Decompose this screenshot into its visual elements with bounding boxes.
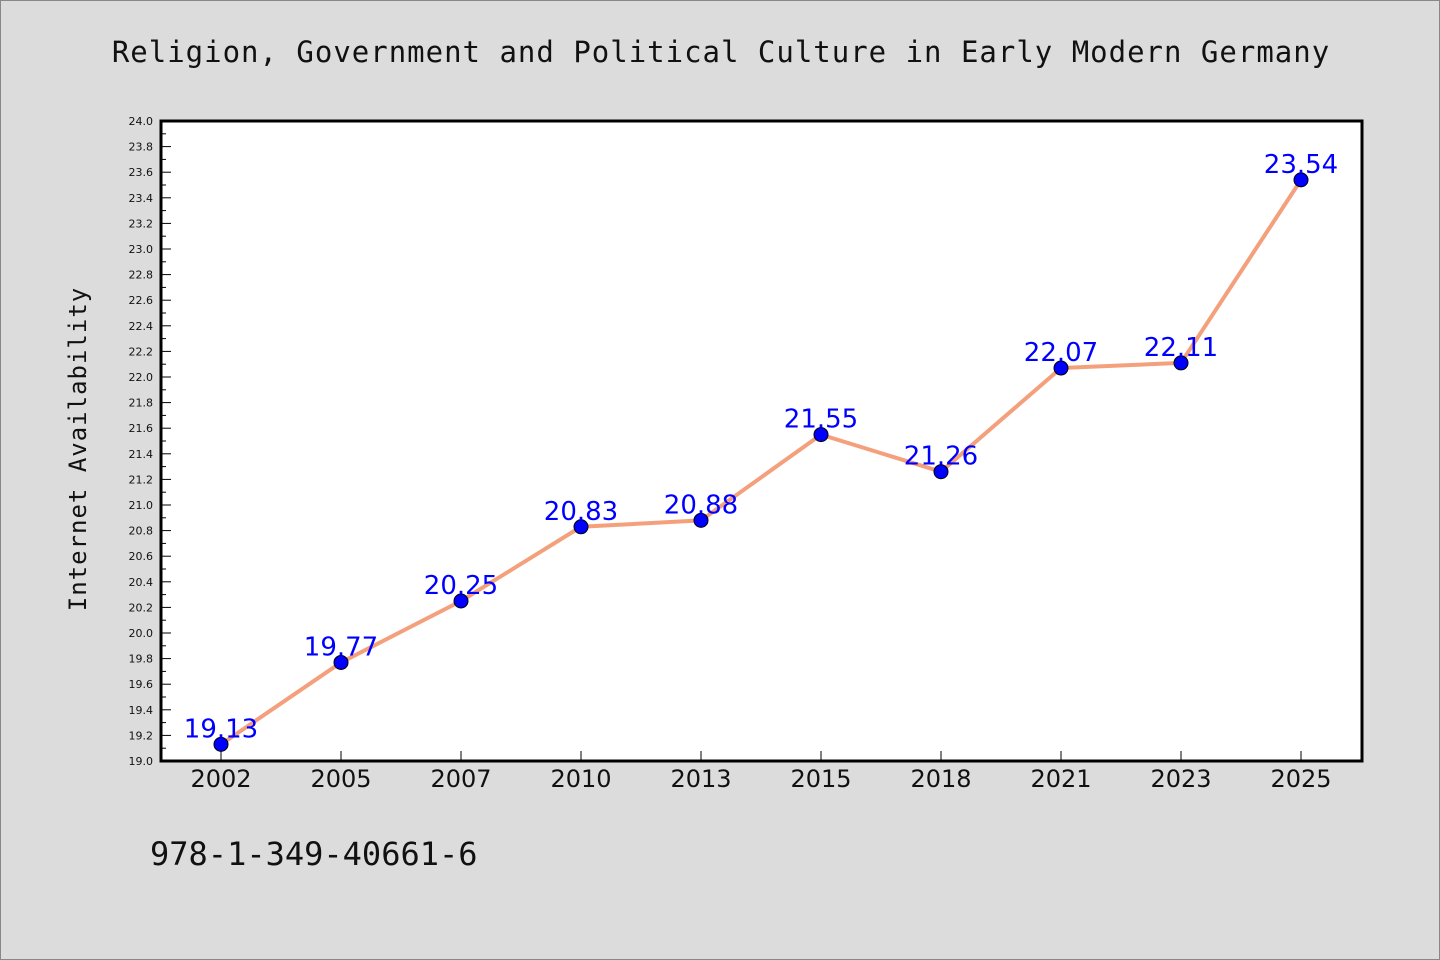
y-tick-label: 24.0 bbox=[129, 115, 154, 128]
x-axis-ticks: 2002 2005 2007 2010 2013 2015 2018 2021 2023 2025 bbox=[190, 751, 1332, 793]
y-tick-label: 23.6 bbox=[129, 166, 154, 179]
x-tick-label: 2007 bbox=[430, 765, 491, 793]
series-group bbox=[213, 172, 1309, 752]
y-tick-label: 22.4 bbox=[129, 320, 154, 333]
x-tick-label: 2005 bbox=[310, 765, 371, 793]
y-tick-label: 19.0 bbox=[129, 755, 154, 768]
x-tick-label: 2023 bbox=[1150, 765, 1211, 793]
data-label: 23.54 bbox=[1264, 150, 1338, 180]
y-tick-label: 23.8 bbox=[129, 141, 154, 154]
data-point bbox=[573, 519, 589, 535]
data-point bbox=[813, 427, 829, 443]
y-tick-label: 19.4 bbox=[129, 704, 154, 717]
series-line bbox=[219, 178, 1303, 747]
y-tick-label: 21.2 bbox=[129, 473, 154, 486]
y-tick-label: 22.8 bbox=[129, 269, 154, 282]
data-label: 22.07 bbox=[1024, 338, 1098, 368]
y-tick-label: 19.8 bbox=[129, 653, 154, 666]
data-label: 21.26 bbox=[904, 442, 978, 472]
y-tick-label: 20.6 bbox=[129, 550, 154, 563]
y-tick-label: 21.4 bbox=[129, 448, 154, 461]
data-point bbox=[453, 593, 469, 609]
data-point bbox=[933, 464, 949, 480]
y-tick-label: 22.0 bbox=[129, 371, 154, 384]
data-point bbox=[1293, 172, 1309, 188]
y-tick-label: 20.2 bbox=[129, 601, 154, 614]
data-label: 20.83 bbox=[544, 497, 618, 527]
y-tick-label: 21.8 bbox=[129, 397, 154, 410]
chart-title: Religion, Government and Political Cultu… bbox=[111, 35, 1331, 69]
data-point bbox=[1053, 360, 1069, 376]
data-point bbox=[693, 512, 709, 528]
data-label: 20.25 bbox=[424, 571, 498, 601]
x-tick-label: 2015 bbox=[790, 765, 851, 793]
y-axis-ticks: 19.0 19.2 19.4 19.6 19.8 20.0 20.2 20.4 20.6 20.8… bbox=[129, 115, 171, 768]
y-tick-label: 20.0 bbox=[129, 627, 154, 640]
y-tick-label: 19.6 bbox=[129, 678, 154, 691]
isbn-text: 978-1-349-40661-6 bbox=[150, 835, 478, 873]
y-tick-label: 22.2 bbox=[129, 345, 154, 358]
y-tick-label: 22.6 bbox=[129, 294, 154, 307]
y-tick-label: 20.4 bbox=[129, 576, 154, 589]
plot-frame bbox=[159, 119, 1364, 763]
y-tick-label: 20.8 bbox=[129, 525, 154, 538]
y-tick-label: 21.0 bbox=[129, 499, 154, 512]
y-tick-label: 23.0 bbox=[129, 243, 154, 256]
y-tick-label: 21.6 bbox=[129, 422, 154, 435]
data-point bbox=[213, 736, 229, 752]
x-tick-label: 2025 bbox=[1270, 765, 1331, 793]
y-tick-label: 23.2 bbox=[129, 217, 154, 230]
data-label: 19.13 bbox=[184, 714, 258, 744]
data-label: 19.77 bbox=[304, 632, 378, 662]
data-point bbox=[1173, 355, 1189, 371]
x-tick-label: 2018 bbox=[910, 765, 971, 793]
data-label: 21.55 bbox=[784, 405, 858, 435]
x-tick-label: 2013 bbox=[670, 765, 731, 793]
y-tick-label: 23.4 bbox=[129, 192, 154, 205]
x-tick-label: 2010 bbox=[550, 765, 611, 793]
data-label: 22.11 bbox=[1144, 333, 1218, 363]
y-tick-label: 19.2 bbox=[129, 729, 154, 742]
x-tick-label: 2021 bbox=[1030, 765, 1091, 793]
data-point bbox=[333, 654, 349, 670]
data-labels-group: 19.13 19.77 20.25 20.83 20.88 21.55 21.26 22.07… bbox=[184, 150, 1338, 744]
data-label: 20.88 bbox=[664, 490, 738, 520]
x-tick-label: 2002 bbox=[190, 765, 251, 793]
